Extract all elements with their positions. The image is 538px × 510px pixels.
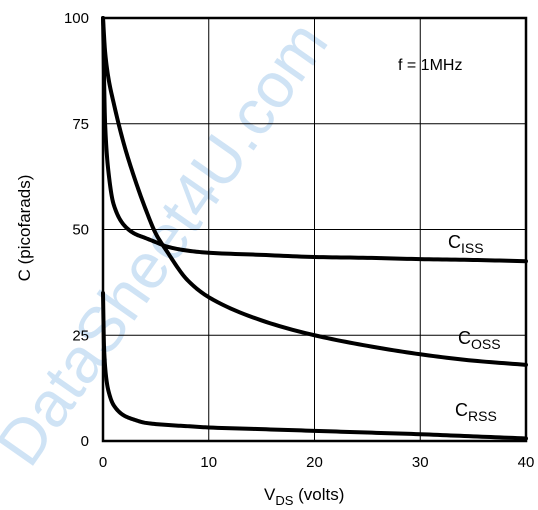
x-tick-labels: 0 10 20 30 40 bbox=[99, 454, 535, 471]
y-tick-label-25: 25 bbox=[72, 327, 89, 344]
data-curves bbox=[101, 16, 528, 441]
x-tick-label-30: 30 bbox=[412, 454, 429, 471]
x-tick-label-10: 10 bbox=[200, 454, 217, 471]
x-axis-label: VDS (volts) bbox=[264, 485, 344, 508]
y-tick-label-50: 50 bbox=[72, 222, 89, 239]
y-tick-label-0: 0 bbox=[81, 433, 89, 450]
x-tick-label-0: 0 bbox=[99, 454, 107, 471]
y-axis-label: C (picofarads) bbox=[15, 175, 34, 282]
series-label-sub: RSS bbox=[468, 408, 497, 424]
series-label-main: C bbox=[455, 400, 468, 420]
series-label-sub: ISS bbox=[461, 240, 484, 256]
curve-ciss bbox=[101, 16, 528, 264]
x-axis-label-sub: DS bbox=[275, 493, 293, 508]
series-label-ciss: CISS bbox=[448, 232, 484, 256]
series-label-main: C bbox=[448, 232, 461, 252]
x-axis-label-main: V bbox=[264, 485, 276, 504]
series-label-crss: CRSS bbox=[455, 400, 497, 424]
plot-frame bbox=[101, 16, 528, 443]
frequency-annotation: f = 1MHz bbox=[398, 57, 462, 74]
y-tick-label-100: 100 bbox=[64, 10, 89, 27]
x-axis-label-rest: (volts) bbox=[293, 485, 344, 504]
grid-lines bbox=[103, 18, 526, 441]
x-tick-label-20: 20 bbox=[306, 454, 323, 471]
series-label-sub: OSS bbox=[471, 336, 501, 352]
y-tick-labels: 0 25 50 75 100 bbox=[64, 10, 89, 450]
series-label-main: C bbox=[458, 328, 471, 348]
curve-coss bbox=[101, 16, 528, 367]
x-tick-label-40: 40 bbox=[518, 454, 535, 471]
series-label-coss: COSS bbox=[458, 328, 501, 352]
watermark-text: DataSheet4U.com bbox=[0, 8, 341, 478]
curve-crss bbox=[101, 290, 528, 441]
y-tick-label-75: 75 bbox=[72, 116, 89, 133]
